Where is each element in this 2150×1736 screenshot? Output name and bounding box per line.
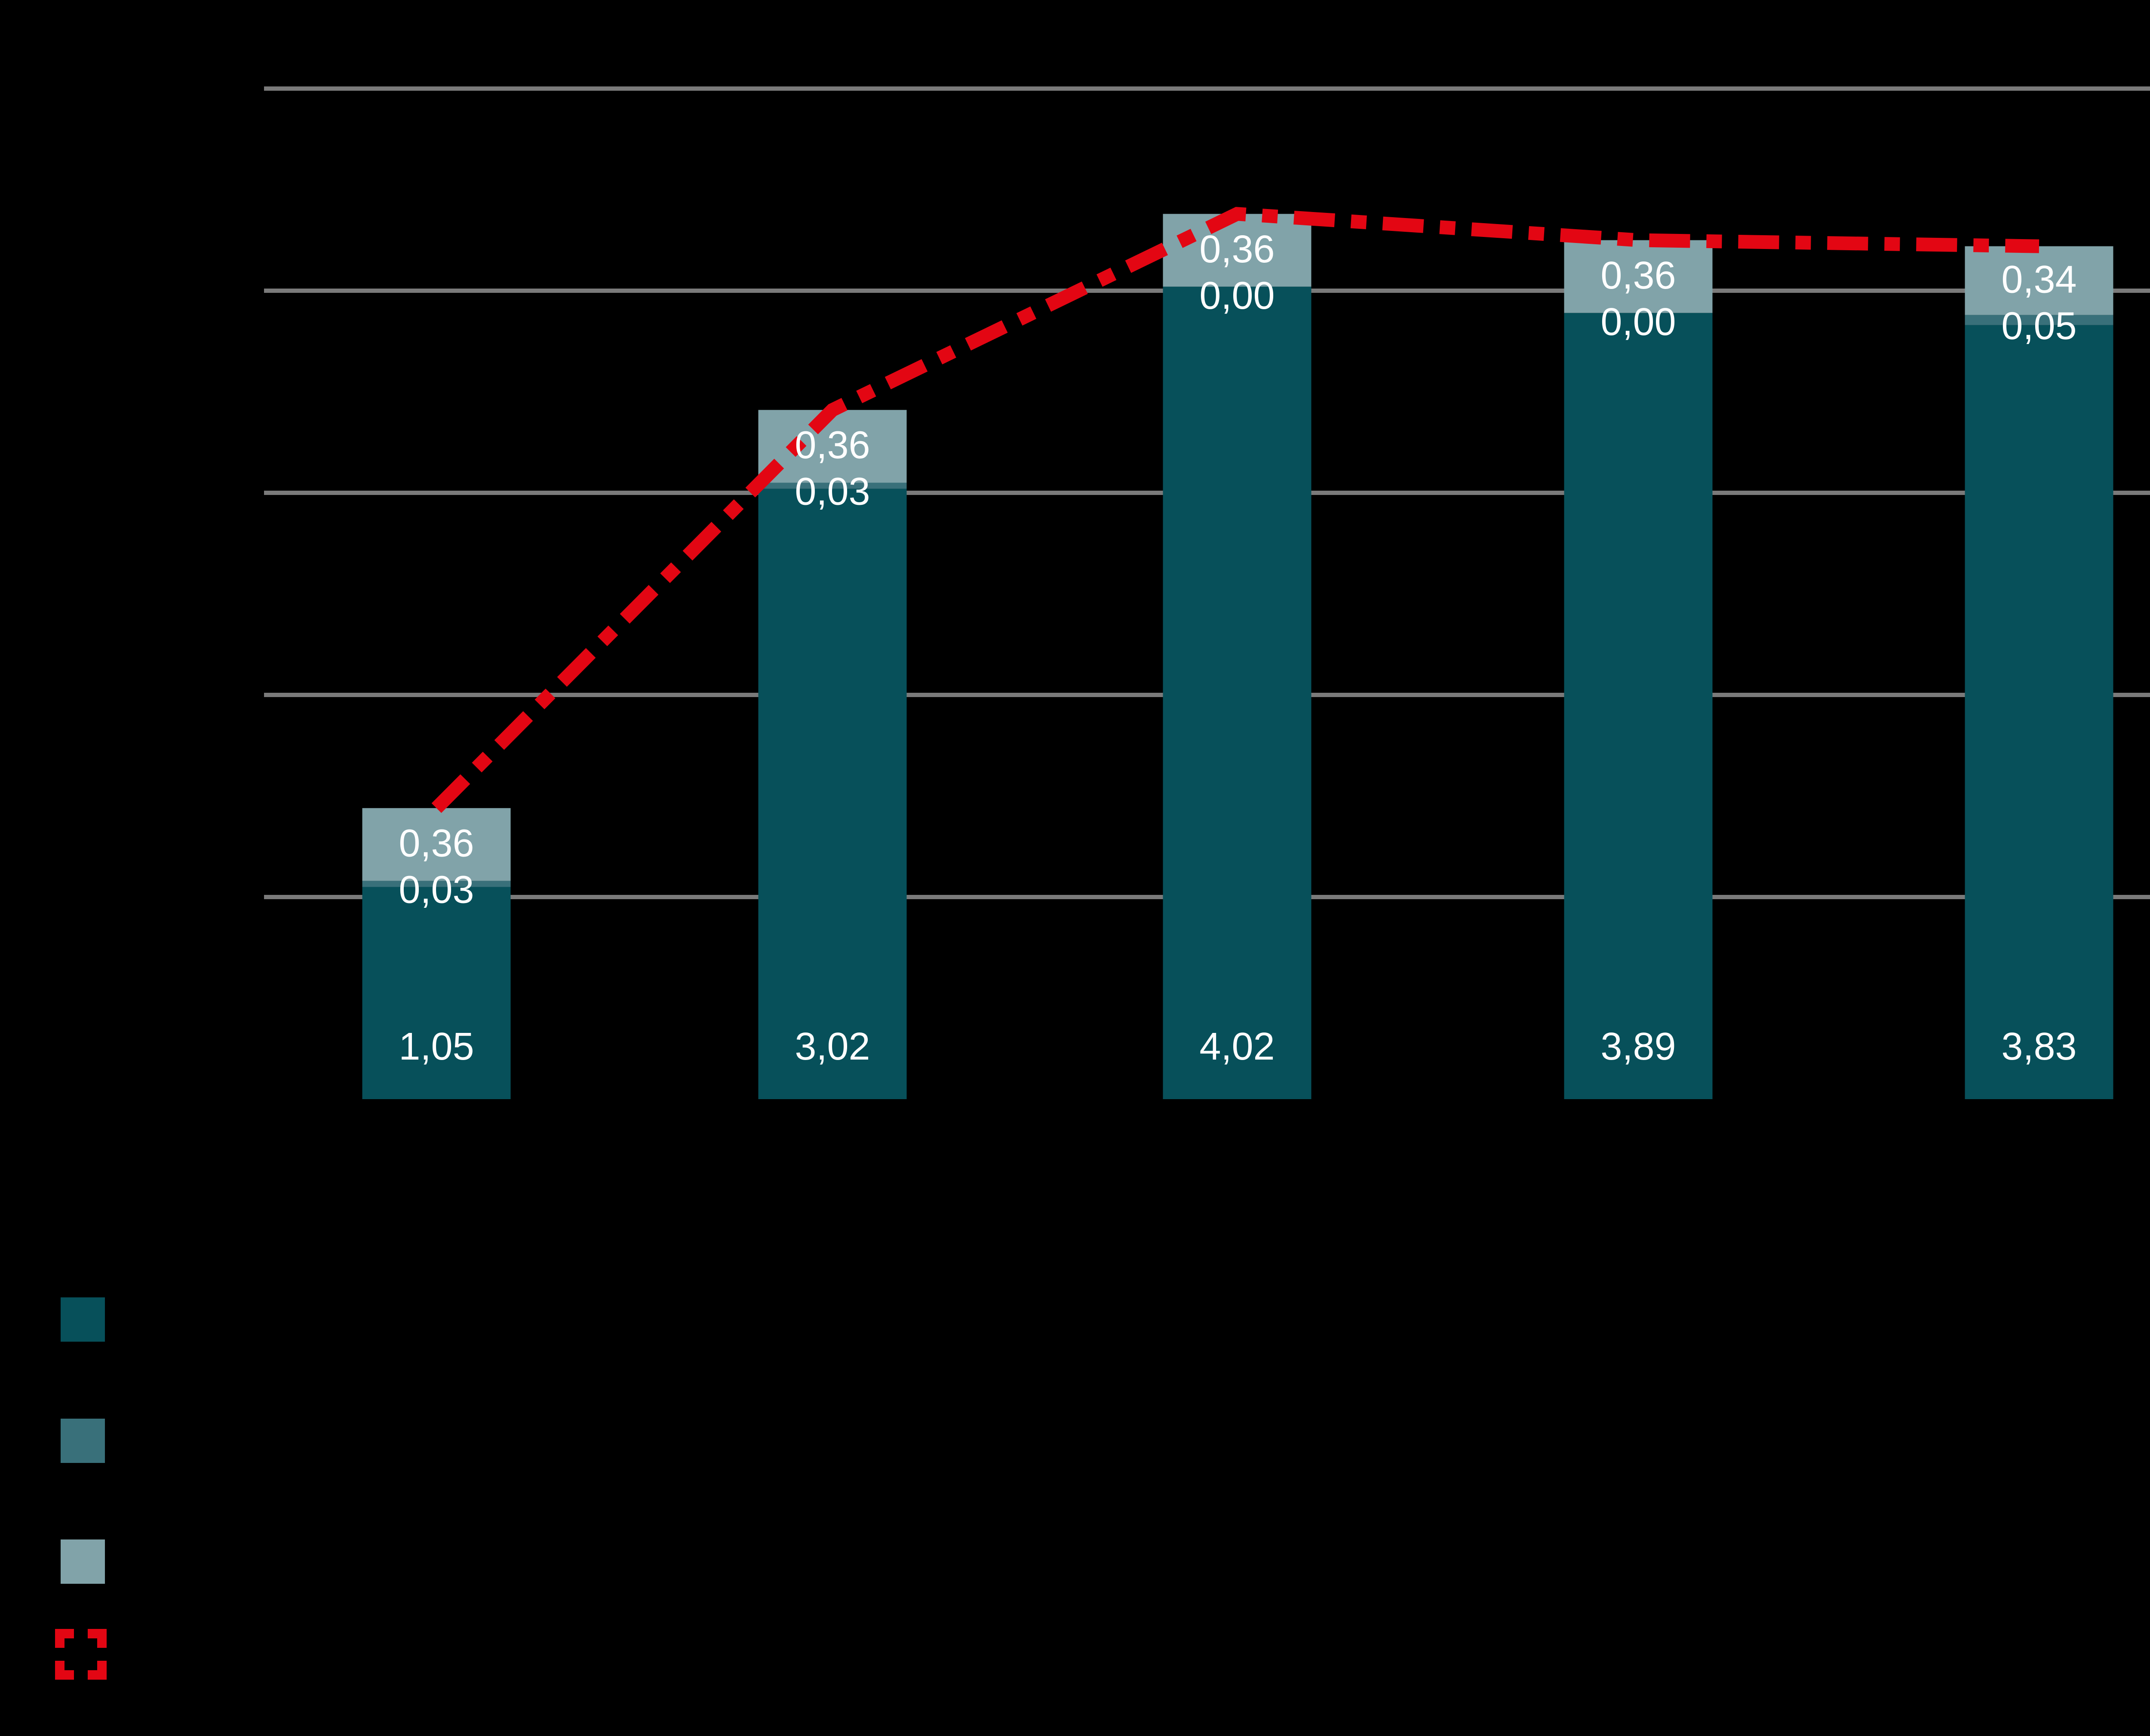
bar-4-top-segment-light-bluegray	[1564, 240, 1713, 313]
bar-5-bottom-segment-dark-teal	[1965, 325, 2113, 1099]
bar-1-bottom-segment-dark-teal	[362, 887, 511, 1099]
bar-5-top-segment-light-bluegray	[1965, 246, 2113, 315]
bar-5-main-segment-label: 3,83	[2001, 1025, 2076, 1068]
bar-1-top-segment-label: 0,36	[399, 822, 474, 865]
bar-2-bottom-segment-dark-teal	[758, 489, 907, 1099]
bar-4-main-segment-label: 3,89	[1600, 1025, 1676, 1068]
bar-1-main-segment-label: 1,05	[399, 1025, 474, 1068]
bar-4-top-segment-label: 0,36	[1600, 254, 1676, 297]
bar-3-main-segment-label: 4,02	[1199, 1025, 1275, 1068]
bar-1-middle-segment-medium-teal	[362, 881, 511, 887]
bar-5-middle-segment-medium-teal	[1965, 315, 2113, 325]
total-line	[431, 207, 2039, 813]
bar-1-middle-segment-label: 0,03	[399, 869, 474, 912]
bar-2-middle-segment-label: 0,03	[795, 470, 870, 513]
bar-5-top-segment-label: 0,34	[2001, 258, 2076, 301]
bar-3-top-segment-label: 0,36	[1199, 228, 1275, 271]
bar-3-top-segment-light-bluegray	[1163, 214, 1312, 287]
bar-5-middle-segment-label: 0,05	[2001, 305, 2076, 348]
bar-2-main-segment-label: 3,02	[795, 1025, 870, 1068]
bar-2-top-segment-light-bluegray	[758, 410, 907, 483]
bar-1-top-segment-light-bluegray	[362, 808, 511, 881]
bar-2-middle-segment-medium-teal	[758, 482, 907, 489]
bar-3-middle-segment-label: 0,00	[1199, 274, 1275, 317]
bar-4-middle-segment-label: 0,00	[1600, 301, 1676, 344]
bar-2-top-segment-label: 0,36	[795, 424, 870, 467]
bar-3-bottom-segment-dark-teal	[1163, 286, 1312, 1099]
bar-4-bottom-segment-dark-teal	[1564, 313, 1713, 1100]
